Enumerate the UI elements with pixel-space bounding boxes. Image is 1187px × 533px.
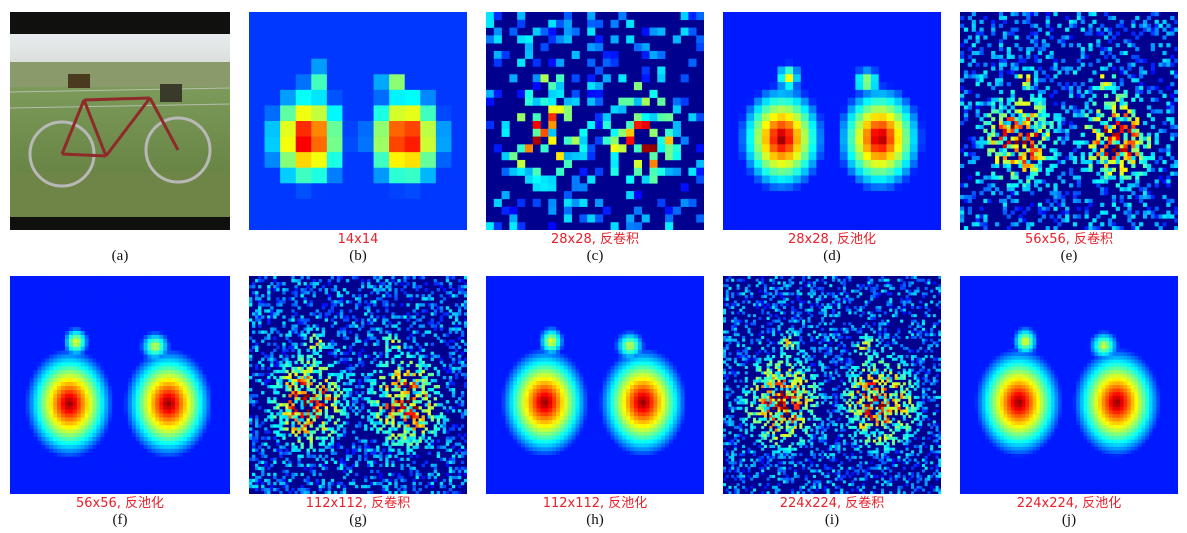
heatmap-224x224-unpool	[960, 276, 1178, 494]
panel-caption: 112x112, 反卷积	[305, 496, 411, 511]
panel-caption: 224x224, 反卷积	[779, 496, 885, 511]
panel-letter: (a)	[111, 248, 129, 264]
panel-caption: 56x56, 反卷积	[1024, 232, 1114, 247]
panel-caption: 28x28, 反池化	[787, 232, 877, 247]
heatmap-28x28-unpool	[723, 12, 941, 230]
heatmap-14x14	[249, 12, 467, 230]
panel-letter: (g)	[349, 512, 367, 528]
bicycle-photo	[10, 12, 230, 230]
panel-caption: 112x112, 反池化	[542, 496, 648, 511]
panel-letter: (d)	[823, 248, 841, 264]
heatmap-56x56-unpool	[10, 276, 230, 494]
panel-caption: 14x14	[337, 232, 379, 247]
panel-letter: (c)	[586, 248, 604, 264]
panel-letter: (e)	[1060, 248, 1078, 264]
panel-caption: 224x224, 反池化	[1016, 496, 1122, 511]
heatmap-56x56-deconv	[960, 12, 1178, 230]
heatmap-224x224-deconv	[723, 276, 941, 494]
panel-caption: 28x28, 反卷积	[550, 232, 640, 247]
panel-caption: 56x56, 反池化	[75, 496, 165, 511]
heatmap-28x28-deconv	[486, 12, 704, 230]
panel-letter: (h)	[586, 512, 604, 528]
panel-letter: (i)	[824, 512, 840, 528]
panel-letter: (b)	[349, 248, 367, 264]
panel-letter: (j)	[1061, 512, 1077, 528]
heatmap-112x112-unpool	[486, 276, 704, 494]
heatmap-112x112-deconv	[249, 276, 467, 494]
panel-letter: (f)	[112, 512, 128, 528]
